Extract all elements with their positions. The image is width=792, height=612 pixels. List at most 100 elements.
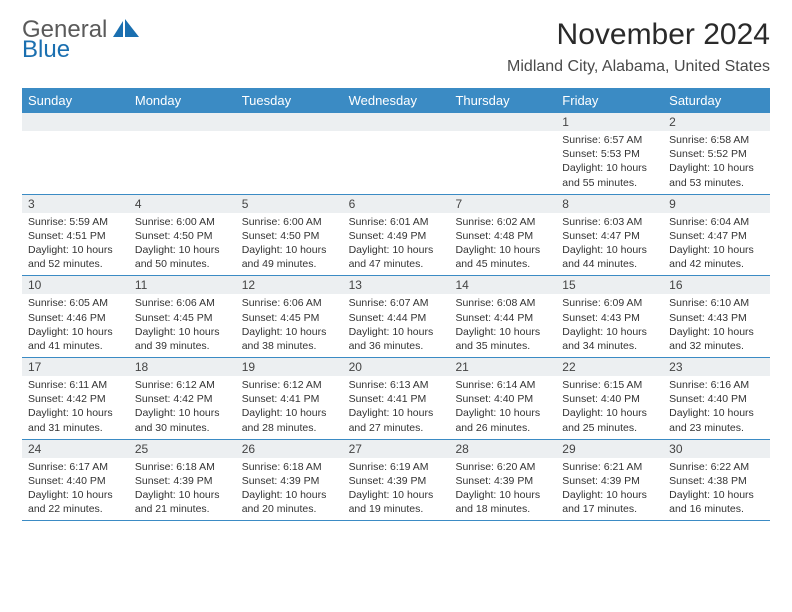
day-cell: 14Sunrise: 6:08 AMSunset: 4:44 PMDayligh… xyxy=(449,276,556,357)
sunrise-line: Sunrise: 6:20 AM xyxy=(455,460,550,474)
day-number-bar: 26 xyxy=(236,440,343,458)
daylight-line-1: Daylight: 10 hours xyxy=(135,488,230,502)
day-body: Sunrise: 6:02 AMSunset: 4:48 PMDaylight:… xyxy=(449,213,556,276)
daylight-line-2: and 21 minutes. xyxy=(135,502,230,516)
day-cell: 18Sunrise: 6:12 AMSunset: 4:42 PMDayligh… xyxy=(129,358,236,439)
day-header-cell: Friday xyxy=(556,88,663,113)
day-cell: 17Sunrise: 6:11 AMSunset: 4:42 PMDayligh… xyxy=(22,358,129,439)
day-body: Sunrise: 6:20 AMSunset: 4:39 PMDaylight:… xyxy=(449,458,556,521)
day-number-bar: 1 xyxy=(556,113,663,131)
daylight-line-1: Daylight: 10 hours xyxy=(28,406,123,420)
daylight-line-2: and 27 minutes. xyxy=(349,421,444,435)
day-cell: 6Sunrise: 6:01 AMSunset: 4:49 PMDaylight… xyxy=(343,195,450,276)
day-body: Sunrise: 6:06 AMSunset: 4:45 PMDaylight:… xyxy=(236,294,343,357)
daylight-line-1: Daylight: 10 hours xyxy=(455,406,550,420)
day-number-bar: 19 xyxy=(236,358,343,376)
sunrise-line: Sunrise: 6:04 AM xyxy=(669,215,764,229)
sunrise-line: Sunrise: 6:13 AM xyxy=(349,378,444,392)
day-number-bar xyxy=(343,113,450,131)
daylight-line-2: and 16 minutes. xyxy=(669,502,764,516)
sunrise-line: Sunrise: 6:09 AM xyxy=(562,296,657,310)
daylight-line-1: Daylight: 10 hours xyxy=(349,488,444,502)
day-cell: 20Sunrise: 6:13 AMSunset: 4:41 PMDayligh… xyxy=(343,358,450,439)
sunset-line: Sunset: 4:39 PM xyxy=(135,474,230,488)
sunset-line: Sunset: 4:40 PM xyxy=(455,392,550,406)
day-header-cell: Saturday xyxy=(663,88,770,113)
day-cell: 3Sunrise: 5:59 AMSunset: 4:51 PMDaylight… xyxy=(22,195,129,276)
day-number-bar: 24 xyxy=(22,440,129,458)
day-number-bar: 2 xyxy=(663,113,770,131)
week-row: 17Sunrise: 6:11 AMSunset: 4:42 PMDayligh… xyxy=(22,358,770,440)
daylight-line-1: Daylight: 10 hours xyxy=(669,406,764,420)
week-row: 24Sunrise: 6:17 AMSunset: 4:40 PMDayligh… xyxy=(22,440,770,522)
sunrise-line: Sunrise: 6:06 AM xyxy=(135,296,230,310)
sunrise-line: Sunrise: 6:00 AM xyxy=(242,215,337,229)
sunset-line: Sunset: 4:49 PM xyxy=(349,229,444,243)
daylight-line-2: and 55 minutes. xyxy=(562,176,657,190)
day-number-bar: 21 xyxy=(449,358,556,376)
sunset-line: Sunset: 4:45 PM xyxy=(242,311,337,325)
daylight-line-2: and 49 minutes. xyxy=(242,257,337,271)
sunset-line: Sunset: 4:46 PM xyxy=(28,311,123,325)
day-body: Sunrise: 6:06 AMSunset: 4:45 PMDaylight:… xyxy=(129,294,236,357)
page-subtitle: Midland City, Alabama, United States xyxy=(507,58,770,76)
day-number-bar xyxy=(236,113,343,131)
sunrise-line: Sunrise: 6:07 AM xyxy=(349,296,444,310)
day-header-cell: Tuesday xyxy=(236,88,343,113)
day-body: Sunrise: 6:14 AMSunset: 4:40 PMDaylight:… xyxy=(449,376,556,439)
sunrise-line: Sunrise: 6:11 AM xyxy=(28,378,123,392)
sunset-line: Sunset: 4:50 PM xyxy=(135,229,230,243)
sunrise-line: Sunrise: 6:12 AM xyxy=(242,378,337,392)
day-body: Sunrise: 6:22 AMSunset: 4:38 PMDaylight:… xyxy=(663,458,770,521)
day-cell-empty xyxy=(449,113,556,194)
day-number-bar: 22 xyxy=(556,358,663,376)
day-number-bar: 8 xyxy=(556,195,663,213)
sunset-line: Sunset: 5:53 PM xyxy=(562,147,657,161)
sunset-line: Sunset: 4:43 PM xyxy=(669,311,764,325)
daylight-line-2: and 42 minutes. xyxy=(669,257,764,271)
day-cell: 9Sunrise: 6:04 AMSunset: 4:47 PMDaylight… xyxy=(663,195,770,276)
sunrise-line: Sunrise: 6:18 AM xyxy=(242,460,337,474)
day-number-bar: 27 xyxy=(343,440,450,458)
daylight-line-2: and 18 minutes. xyxy=(455,502,550,516)
daylight-line-2: and 31 minutes. xyxy=(28,421,123,435)
sunrise-line: Sunrise: 6:57 AM xyxy=(562,133,657,147)
sunset-line: Sunset: 4:47 PM xyxy=(562,229,657,243)
daylight-line-2: and 20 minutes. xyxy=(242,502,337,516)
day-body: Sunrise: 6:16 AMSunset: 4:40 PMDaylight:… xyxy=(663,376,770,439)
week-row: 3Sunrise: 5:59 AMSunset: 4:51 PMDaylight… xyxy=(22,195,770,277)
sunrise-line: Sunrise: 6:12 AM xyxy=(135,378,230,392)
sunrise-line: Sunrise: 6:18 AM xyxy=(135,460,230,474)
sunset-line: Sunset: 4:44 PM xyxy=(349,311,444,325)
day-body: Sunrise: 6:15 AMSunset: 4:40 PMDaylight:… xyxy=(556,376,663,439)
sunset-line: Sunset: 4:40 PM xyxy=(669,392,764,406)
daylight-line-2: and 25 minutes. xyxy=(562,421,657,435)
daylight-line-1: Daylight: 10 hours xyxy=(455,488,550,502)
sunrise-line: Sunrise: 6:21 AM xyxy=(562,460,657,474)
day-cell: 28Sunrise: 6:20 AMSunset: 4:39 PMDayligh… xyxy=(449,440,556,521)
daylight-line-2: and 19 minutes. xyxy=(349,502,444,516)
day-number-bar: 30 xyxy=(663,440,770,458)
day-body: Sunrise: 6:12 AMSunset: 4:42 PMDaylight:… xyxy=(129,376,236,439)
day-cell: 1Sunrise: 6:57 AMSunset: 5:53 PMDaylight… xyxy=(556,113,663,194)
daylight-line-1: Daylight: 10 hours xyxy=(562,325,657,339)
sunrise-line: Sunrise: 6:06 AM xyxy=(242,296,337,310)
daylight-line-1: Daylight: 10 hours xyxy=(135,243,230,257)
daylight-line-2: and 23 minutes. xyxy=(669,421,764,435)
daylight-line-2: and 32 minutes. xyxy=(669,339,764,353)
sunset-line: Sunset: 5:52 PM xyxy=(669,147,764,161)
daylight-line-2: and 22 minutes. xyxy=(28,502,123,516)
day-number-bar: 12 xyxy=(236,276,343,294)
sunset-line: Sunset: 4:41 PM xyxy=(242,392,337,406)
day-body: Sunrise: 6:18 AMSunset: 4:39 PMDaylight:… xyxy=(129,458,236,521)
sunset-line: Sunset: 4:47 PM xyxy=(669,229,764,243)
day-cell: 19Sunrise: 6:12 AMSunset: 4:41 PMDayligh… xyxy=(236,358,343,439)
day-cell: 27Sunrise: 6:19 AMSunset: 4:39 PMDayligh… xyxy=(343,440,450,521)
daylight-line-1: Daylight: 10 hours xyxy=(28,488,123,502)
day-number-bar: 17 xyxy=(22,358,129,376)
day-cell: 13Sunrise: 6:07 AMSunset: 4:44 PMDayligh… xyxy=(343,276,450,357)
daylight-line-1: Daylight: 10 hours xyxy=(135,325,230,339)
daylight-line-2: and 30 minutes. xyxy=(135,421,230,435)
day-cell: 2Sunrise: 6:58 AMSunset: 5:52 PMDaylight… xyxy=(663,113,770,194)
day-body: Sunrise: 6:18 AMSunset: 4:39 PMDaylight:… xyxy=(236,458,343,521)
